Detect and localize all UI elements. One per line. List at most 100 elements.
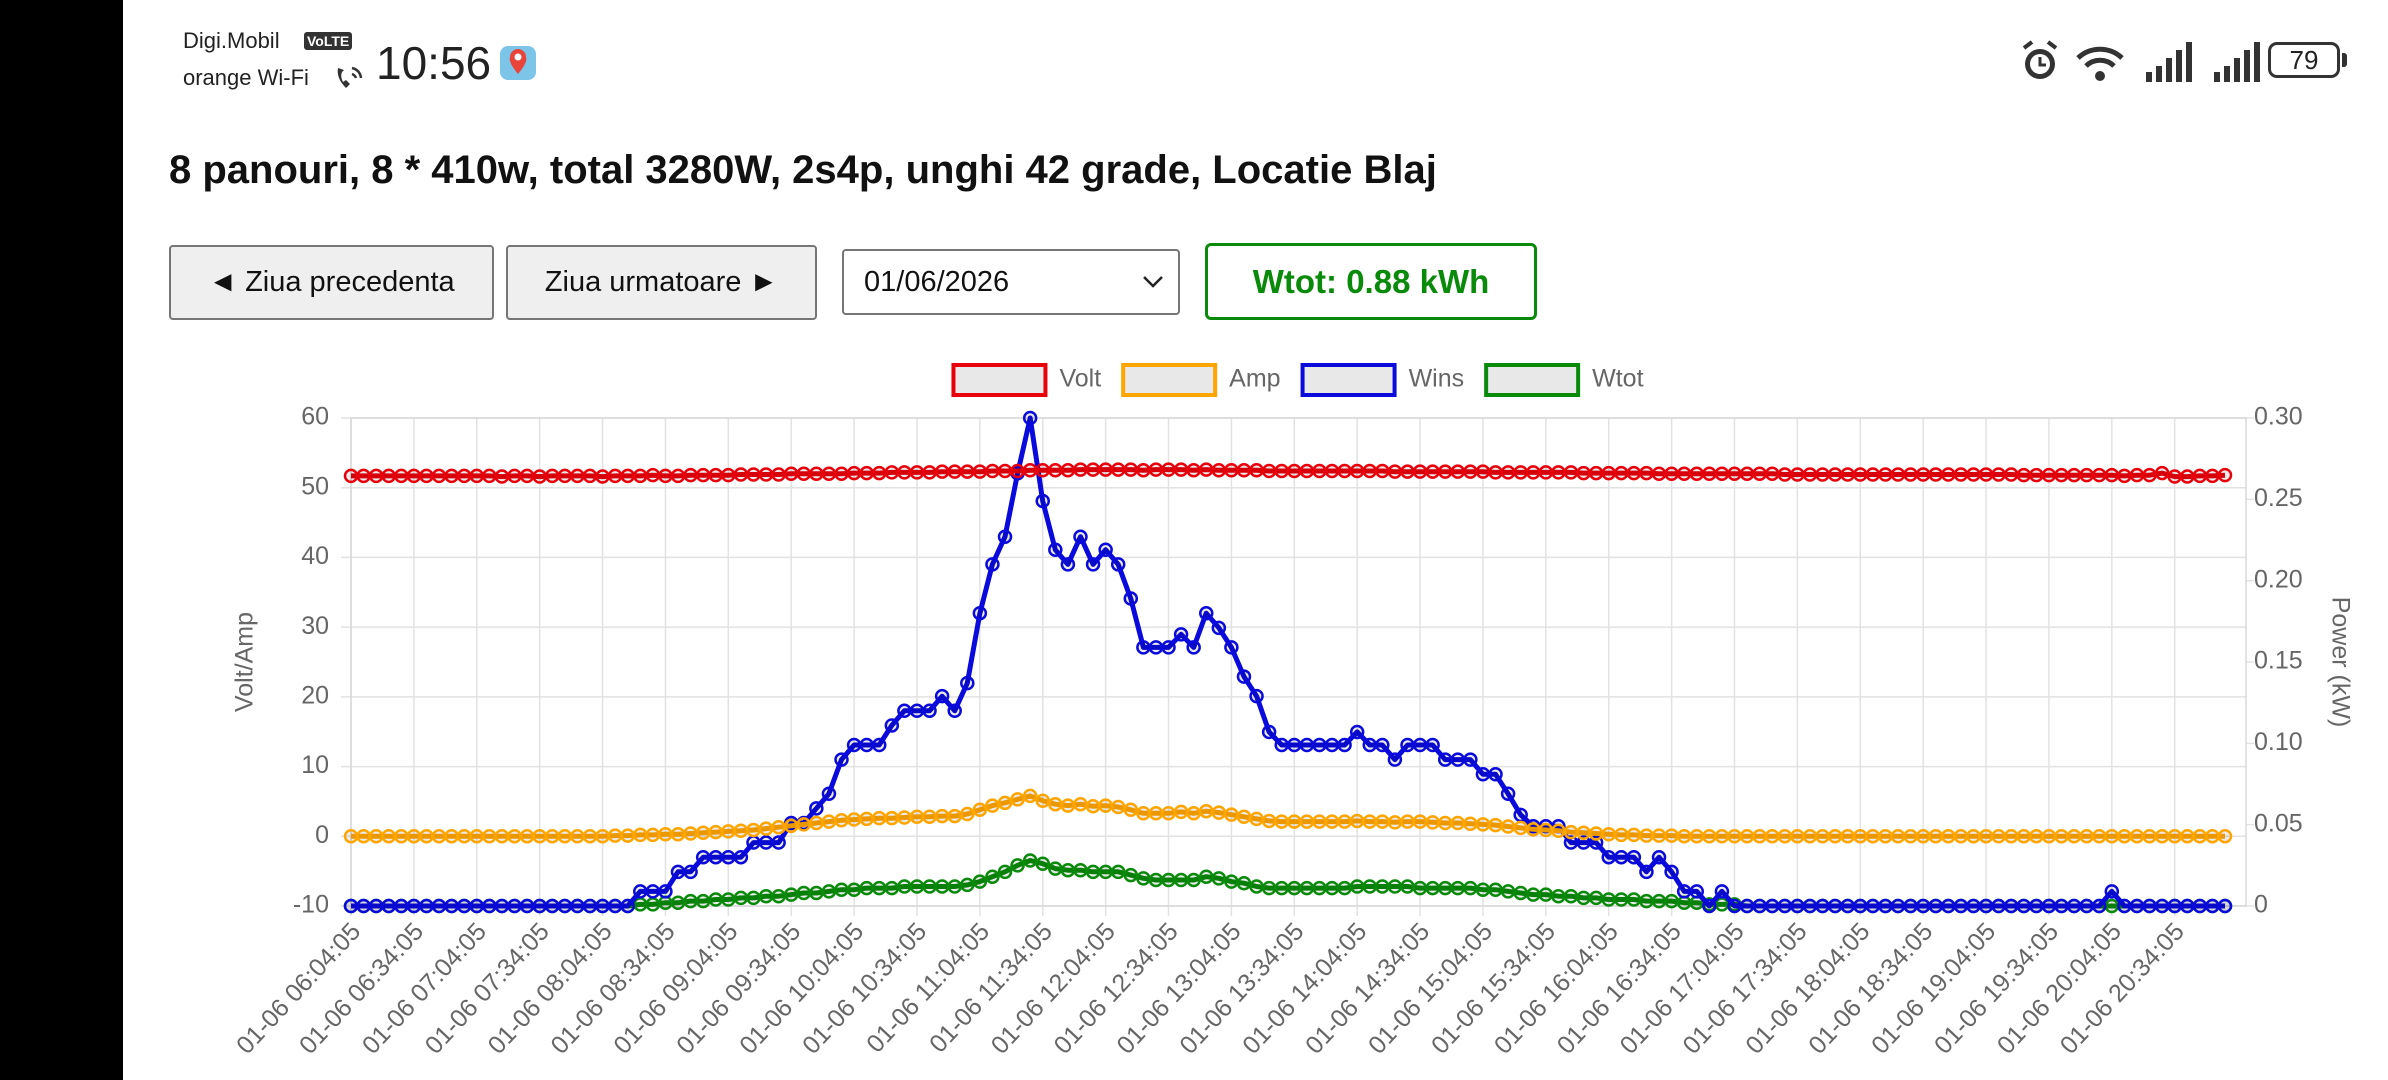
data-point bbox=[1274, 463, 1289, 479]
data-point bbox=[1790, 467, 1805, 482]
battery-tip bbox=[2342, 53, 2347, 67]
data-point bbox=[733, 823, 749, 838]
data-point bbox=[1362, 737, 1378, 753]
data-point bbox=[1513, 465, 1528, 480]
data-point bbox=[607, 828, 623, 843]
data-point bbox=[2167, 829, 2182, 844]
data-point bbox=[1601, 892, 1616, 907]
data-point bbox=[1236, 463, 1252, 478]
data-point bbox=[1136, 871, 1151, 886]
data-point bbox=[1689, 884, 1705, 899]
data-point bbox=[1249, 688, 1264, 704]
data-point bbox=[1425, 737, 1440, 753]
data-point bbox=[846, 737, 862, 753]
data-point bbox=[570, 829, 585, 844]
data-point bbox=[1375, 814, 1390, 829]
data-point bbox=[1337, 463, 1352, 479]
data-point bbox=[2054, 829, 2069, 844]
data-point bbox=[721, 824, 736, 839]
data-point bbox=[570, 468, 585, 484]
data-point bbox=[683, 864, 698, 880]
battery: 79 bbox=[2268, 42, 2340, 78]
data-point bbox=[1349, 724, 1365, 740]
data-point bbox=[1249, 463, 1264, 478]
data-point bbox=[1098, 798, 1113, 813]
legend-item: Volt bbox=[951, 363, 1101, 397]
data-point bbox=[1299, 737, 1315, 753]
data-point bbox=[2129, 898, 2145, 914]
data-point bbox=[1626, 827, 1642, 843]
data-point bbox=[1412, 880, 1428, 896]
data-point bbox=[1324, 463, 1340, 479]
data-point bbox=[846, 812, 862, 827]
data-point bbox=[2167, 469, 2182, 484]
data-point bbox=[570, 898, 585, 914]
data-point bbox=[1815, 467, 1830, 482]
data-point bbox=[1299, 814, 1315, 829]
data-point bbox=[1664, 893, 1679, 909]
data-point bbox=[721, 892, 736, 907]
data-point bbox=[557, 829, 573, 844]
data-point bbox=[1098, 864, 1113, 880]
y-tick-label: 30 bbox=[301, 612, 329, 640]
data-point bbox=[746, 890, 761, 906]
y-tick-label: 60 bbox=[301, 403, 329, 431]
y2-axis-title: Power (kW) bbox=[2326, 597, 2354, 728]
data-point bbox=[419, 468, 434, 484]
data-point bbox=[1588, 465, 1604, 481]
data-point bbox=[532, 898, 547, 914]
data-point bbox=[1261, 463, 1277, 479]
data-point bbox=[708, 849, 723, 865]
data-point bbox=[2154, 898, 2170, 914]
data-point bbox=[1073, 796, 1088, 812]
data-point bbox=[1538, 822, 1554, 838]
data-point bbox=[1676, 829, 1692, 844]
data-point bbox=[1752, 466, 1767, 482]
data-point bbox=[1085, 462, 1101, 477]
data-point bbox=[2117, 898, 2132, 914]
data-point bbox=[507, 898, 522, 914]
data-point bbox=[985, 869, 1000, 884]
wifi-call-icon bbox=[337, 66, 363, 88]
data-point bbox=[1048, 463, 1063, 478]
data-point bbox=[683, 893, 698, 909]
data-point bbox=[1261, 724, 1277, 740]
data-point bbox=[507, 829, 522, 844]
data-point bbox=[1878, 829, 1893, 844]
data-point bbox=[1274, 814, 1289, 829]
data-point bbox=[1073, 529, 1088, 544]
data-point bbox=[796, 885, 812, 901]
data-point bbox=[1588, 890, 1604, 906]
data-point bbox=[859, 811, 874, 827]
data-point bbox=[897, 810, 912, 825]
y-axis-title: Volt/Amp bbox=[231, 612, 259, 712]
data-point bbox=[746, 467, 761, 482]
prev-day-button[interactable]: ◄ Ziua precedenta bbox=[169, 245, 494, 320]
data-point bbox=[2192, 829, 2208, 844]
next-day-button[interactable]: Ziua urmatoare ► bbox=[506, 245, 817, 320]
data-point bbox=[658, 884, 673, 899]
data-point bbox=[1890, 898, 1906, 914]
data-point bbox=[469, 829, 485, 844]
data-point bbox=[1601, 849, 1616, 865]
data-point bbox=[658, 468, 673, 484]
data-point bbox=[1337, 814, 1352, 829]
data-point bbox=[960, 877, 975, 893]
data-point bbox=[2003, 898, 2019, 914]
data-point bbox=[1022, 853, 1038, 868]
data-point bbox=[1010, 463, 1025, 479]
data-point bbox=[557, 468, 573, 484]
data-point bbox=[972, 464, 988, 479]
data-point bbox=[1714, 884, 1730, 899]
data-point bbox=[1752, 898, 1767, 914]
data-point bbox=[721, 467, 736, 483]
data-point bbox=[582, 829, 598, 844]
data-point bbox=[758, 821, 774, 836]
data-point bbox=[2205, 898, 2220, 914]
data-point bbox=[1236, 809, 1252, 825]
data-point bbox=[1450, 464, 1466, 479]
data-point bbox=[1123, 867, 1139, 883]
date-select[interactable]: 01/06/2026 bbox=[842, 249, 1180, 315]
data-point bbox=[1991, 467, 2006, 482]
data-point bbox=[1928, 829, 1943, 844]
